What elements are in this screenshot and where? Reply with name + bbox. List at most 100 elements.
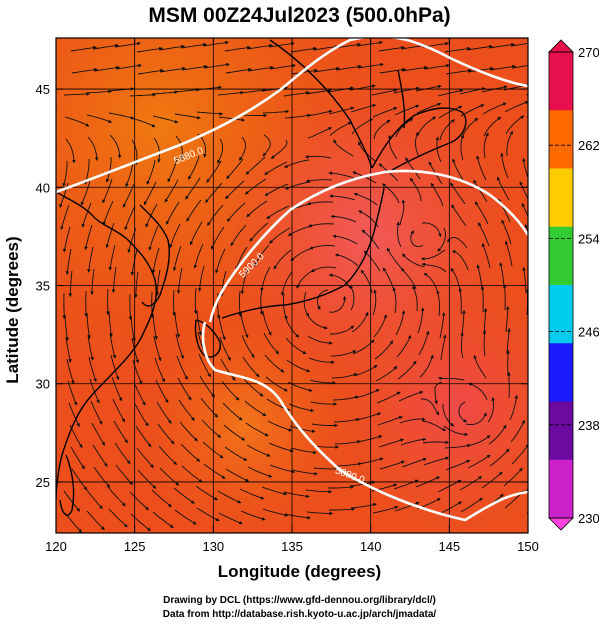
streamline [532,402,542,425]
streamline [105,156,112,183]
streamline [440,334,447,361]
streamline [178,399,195,421]
streamline [417,307,425,334]
streamline [502,283,507,311]
streamline [379,460,405,470]
streamline [289,425,316,434]
streamline [504,240,513,267]
streamline [372,505,399,514]
streamline [443,425,469,437]
streamline [436,290,440,317]
streamline [193,243,204,269]
streamline [68,270,73,298]
streamline [181,465,203,483]
streamline [466,435,491,447]
streamline [148,225,159,251]
streamline [133,381,146,406]
coastline-sakhalin [397,69,406,129]
streamline [509,394,518,421]
streamline [87,334,94,361]
streamline [196,111,224,116]
streamline [296,269,315,289]
streamline [447,237,468,249]
streamline [90,400,103,425]
streamline [152,115,179,124]
colorbar-band [549,52,573,519]
streamline [489,448,510,467]
streamline [269,227,291,244]
streamline [461,309,466,337]
streamline [372,106,398,118]
streamline [335,64,362,71]
streamline [373,119,391,140]
streamline [421,420,447,431]
coastline-taiwan [59,454,75,516]
credit-drawing: Drawing by DCL (https://www.gfd-dennou.o… [163,595,436,606]
streamline [483,132,489,159]
streamline [529,334,533,359]
streamline [353,364,378,377]
streamline [174,311,180,338]
streamline [70,45,97,52]
streamline [489,64,516,71]
y-tick-label: 45 [36,82,50,97]
streamline [331,373,358,379]
streamline [249,222,269,242]
streamline [193,287,198,315]
streamline [467,454,491,469]
streamline [334,440,361,445]
colorbar-segment [549,168,573,228]
streamline [482,102,507,115]
streamline [412,285,418,312]
streamline [217,138,224,164]
streamline [151,90,179,95]
streamline [218,116,245,122]
streamline [410,230,424,248]
streamline [394,501,420,512]
height-contours [56,38,528,522]
coastline-japan-hokkaido [371,107,467,171]
streamline [273,249,292,270]
streamline [180,443,201,462]
streamline [450,268,461,293]
streamline [105,222,115,249]
streamline [198,353,211,378]
streamline [206,160,222,183]
streamline [478,222,490,247]
streamline [526,115,528,118]
streamline [64,314,69,342]
streamline [354,389,380,399]
streamline [401,457,427,468]
streamline [63,490,80,512]
colorbar-tick-label: 230 [578,511,599,526]
streamline [128,293,133,321]
streamline [307,335,333,345]
streamline [482,329,487,357]
streamline [527,137,528,139]
streamline [90,268,95,296]
streamline [438,105,463,119]
credit-data: Data from http://database.rish.kyoto-u.a… [162,609,437,620]
streamline [136,447,154,469]
streamline [93,466,110,488]
streamline [355,412,382,421]
streamline [62,160,68,187]
streamline [122,183,135,208]
coastline-japan-honshu [221,187,385,319]
streamline [172,289,176,317]
streamline [409,177,422,202]
streamline [534,449,549,469]
streamline [146,159,156,185]
streamline [374,340,394,360]
streamline [197,265,205,292]
streamline [335,462,362,467]
streamline [151,247,160,274]
streamline [86,510,105,531]
streamline [373,314,387,338]
streamline [511,65,528,69]
streamline [169,223,181,249]
streamline [174,113,201,120]
streamline [481,471,503,489]
streamline [159,467,180,486]
streamline [181,64,208,71]
